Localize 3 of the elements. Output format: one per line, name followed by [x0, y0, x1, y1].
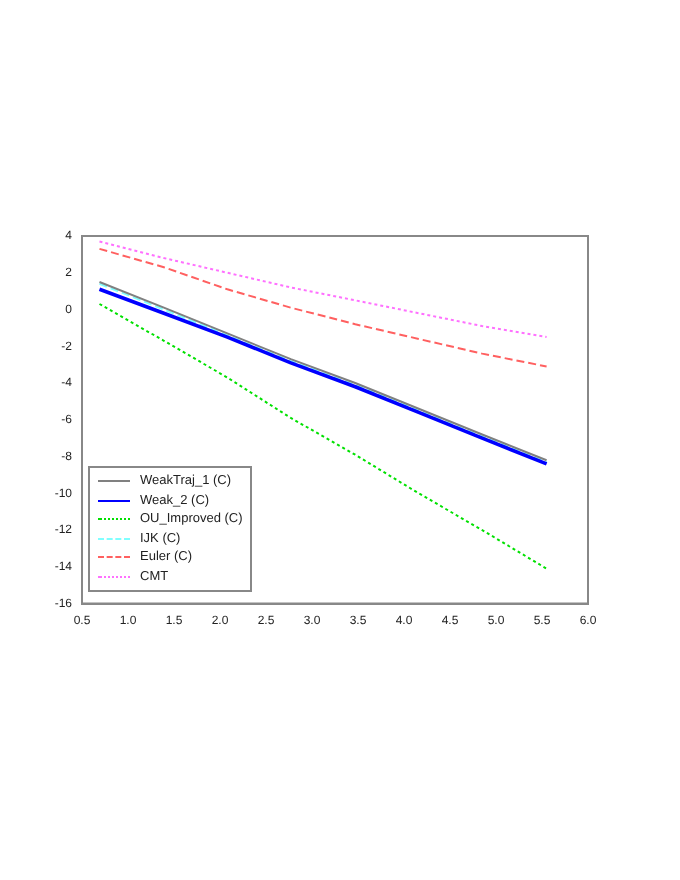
line-series: [98, 247, 548, 368]
line-series: [98, 303, 548, 570]
line-series: [98, 240, 548, 339]
